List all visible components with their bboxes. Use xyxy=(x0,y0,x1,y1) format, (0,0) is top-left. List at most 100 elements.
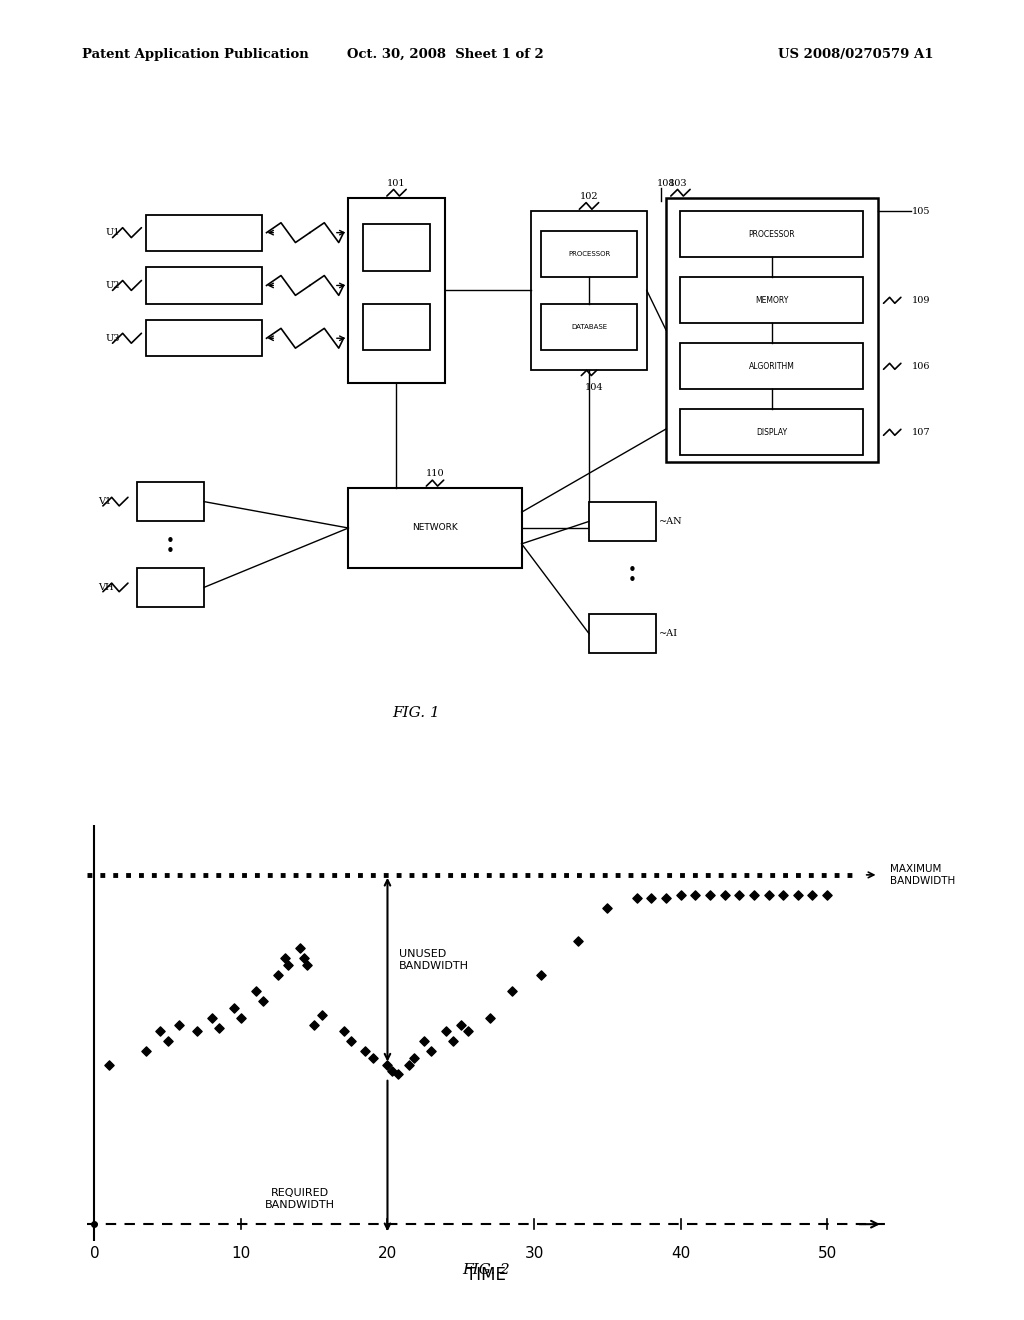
Point xyxy=(248,981,264,1002)
Point xyxy=(460,1020,476,1041)
Point xyxy=(775,884,792,906)
Point xyxy=(365,1047,381,1068)
Point xyxy=(790,884,806,906)
X-axis label: TIME: TIME xyxy=(467,1266,506,1283)
Text: NETWORK: NETWORK xyxy=(412,524,458,532)
Bar xyxy=(348,198,444,383)
Point xyxy=(343,1031,359,1052)
Point xyxy=(232,1007,249,1028)
Text: V1: V1 xyxy=(98,498,112,506)
Text: VH: VH xyxy=(98,583,114,591)
Point xyxy=(276,948,293,969)
Point xyxy=(687,884,703,906)
Bar xyxy=(362,304,430,350)
Point xyxy=(745,884,762,906)
Point xyxy=(629,887,645,908)
Point xyxy=(379,1053,395,1074)
Text: PROCESSOR: PROCESSOR xyxy=(568,251,610,257)
Bar xyxy=(362,224,430,271)
Bar xyxy=(681,409,863,455)
Point xyxy=(819,884,836,906)
Point xyxy=(569,931,586,952)
Point xyxy=(296,948,312,969)
Text: Oct. 30, 2008  Sheet 1 of 2: Oct. 30, 2008 Sheet 1 of 2 xyxy=(347,48,544,61)
Bar xyxy=(146,321,262,356)
Point xyxy=(717,884,733,906)
Point xyxy=(534,964,550,985)
Point xyxy=(401,1053,418,1074)
Point xyxy=(255,991,271,1012)
Bar xyxy=(589,502,656,541)
Point xyxy=(137,1040,154,1061)
Text: 105: 105 xyxy=(911,207,930,215)
Text: U3: U3 xyxy=(105,334,120,343)
Point xyxy=(292,937,308,958)
Bar xyxy=(146,268,262,304)
Point xyxy=(599,898,615,919)
Bar xyxy=(666,198,878,462)
Point xyxy=(313,1005,330,1026)
Point xyxy=(761,884,777,906)
Text: •: • xyxy=(628,564,637,578)
Point xyxy=(438,1020,455,1041)
Bar xyxy=(348,488,521,568)
Text: U2: U2 xyxy=(105,281,120,290)
Text: FIG. 1: FIG. 1 xyxy=(392,706,439,719)
Text: •: • xyxy=(628,573,637,589)
Point xyxy=(188,1020,205,1041)
Text: U1: U1 xyxy=(105,228,120,238)
Point xyxy=(804,884,820,906)
Bar xyxy=(136,568,204,607)
Text: MEMORY: MEMORY xyxy=(756,296,788,305)
Point xyxy=(299,954,315,975)
Text: 103: 103 xyxy=(669,180,687,189)
Text: 102: 102 xyxy=(580,193,598,202)
Bar xyxy=(681,277,863,323)
Point xyxy=(701,884,718,906)
Point xyxy=(657,887,674,908)
Point xyxy=(423,1040,439,1061)
Point xyxy=(673,884,689,906)
Point xyxy=(482,1007,499,1028)
Bar xyxy=(681,343,863,389)
Point xyxy=(445,1031,462,1052)
Text: ~AI: ~AI xyxy=(659,630,678,638)
Text: US 2008/0270579 A1: US 2008/0270579 A1 xyxy=(778,48,934,61)
Point xyxy=(280,954,296,975)
Text: ALGORITHM: ALGORITHM xyxy=(749,362,795,371)
Point xyxy=(225,998,242,1019)
Text: 104: 104 xyxy=(585,383,603,392)
Point xyxy=(100,1053,117,1074)
Point xyxy=(153,1020,169,1041)
Text: •: • xyxy=(166,533,175,549)
Point xyxy=(731,884,748,906)
Point xyxy=(389,1064,406,1085)
Text: DISPLAY: DISPLAY xyxy=(757,428,787,437)
Text: UNUSED
BANDWIDTH: UNUSED BANDWIDTH xyxy=(399,949,469,970)
Text: 107: 107 xyxy=(911,428,930,437)
Text: REQUIRED
BANDWIDTH: REQUIRED BANDWIDTH xyxy=(264,1188,335,1210)
Text: DATABASE: DATABASE xyxy=(571,323,607,330)
Text: 110: 110 xyxy=(426,470,444,479)
Point xyxy=(453,1014,469,1035)
Point xyxy=(204,1007,220,1028)
Text: MAXIMUM
BANDWIDTH: MAXIMUM BANDWIDTH xyxy=(890,865,955,886)
Text: 109: 109 xyxy=(911,296,930,305)
Point xyxy=(504,981,520,1002)
Point xyxy=(416,1031,432,1052)
Point xyxy=(306,1014,323,1035)
Bar xyxy=(136,482,204,521)
Bar xyxy=(541,304,637,350)
Point xyxy=(269,964,286,985)
Point xyxy=(160,1031,176,1052)
Bar xyxy=(531,211,647,370)
Bar xyxy=(589,614,656,653)
Point xyxy=(384,1060,400,1081)
Point xyxy=(335,1020,351,1041)
Text: FIG. 2: FIG. 2 xyxy=(463,1263,510,1276)
Text: ~AN: ~AN xyxy=(659,517,683,525)
Point xyxy=(211,1018,227,1039)
Point xyxy=(357,1040,374,1061)
Point xyxy=(171,1014,187,1035)
Text: PROCESSOR: PROCESSOR xyxy=(749,230,796,239)
